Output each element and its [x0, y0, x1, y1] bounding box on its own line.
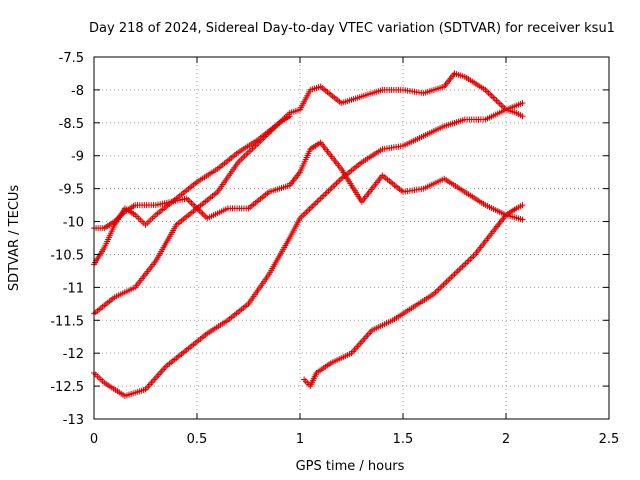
x-axis-label: GPS time / hours — [296, 459, 405, 474]
x-tick-label: 0 — [90, 432, 98, 447]
grid-lines — [94, 57, 609, 419]
y-tick-label: -8.5 — [59, 117, 84, 132]
series-sat-a — [91, 139, 526, 232]
series-sat-c — [91, 70, 526, 317]
y-tick-label: -13 — [63, 413, 84, 428]
y-tick-label: -12.5 — [50, 380, 84, 395]
y-tick-label: -11.5 — [50, 314, 84, 329]
plot-frame — [93, 56, 610, 420]
y-tick-label: -12 — [63, 347, 84, 362]
series-sat-d — [91, 100, 526, 399]
y-tick-label: -9.5 — [59, 183, 84, 198]
x-tick-label: 2 — [502, 432, 510, 447]
y-tick-label: -11 — [63, 281, 84, 296]
chart-title: Day 218 of 2024, Sidereal Day-to-day VTE… — [89, 21, 615, 36]
y-tick-label: -9 — [71, 150, 84, 165]
y-tick-label: -7.5 — [59, 51, 84, 66]
y-tick-label: -8 — [71, 84, 84, 99]
series-sat-e — [301, 202, 526, 390]
y-axis-label: SDTVAR / TECUs — [7, 185, 22, 292]
y-tick-label: -10 — [63, 216, 84, 231]
x-tick-label: 2.5 — [599, 432, 620, 447]
axis-ticks: 0 0.5 1 1.5 2 2.5 -7.5 -8 -8.5 -9 -9.5 -10 -10.5 -11 -… — [50, 51, 619, 447]
data-points — [91, 70, 526, 399]
x-tick-label: 1.5 — [393, 432, 414, 447]
x-tick-label: 0.5 — [187, 432, 208, 447]
x-tick-label: 1 — [296, 432, 304, 447]
y-tick-label: -10.5 — [50, 248, 84, 263]
